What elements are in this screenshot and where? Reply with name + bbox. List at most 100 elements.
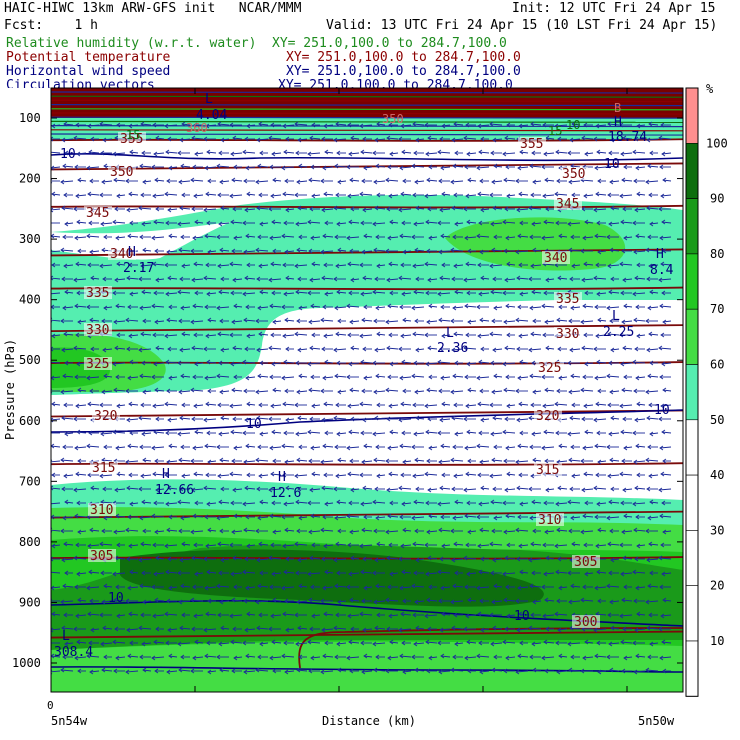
vector-arrow [633, 250, 646, 253]
vector-arrowhead [466, 151, 471, 157]
vector-arrowhead [258, 192, 263, 198]
vector-arrow [153, 572, 165, 575]
vector-arrowhead [153, 151, 158, 157]
vector-arrow [219, 459, 230, 462]
vector-arrow [191, 278, 204, 281]
vector-arrowhead [493, 444, 498, 450]
vector-arrowhead [647, 515, 652, 521]
vector-arrow [398, 628, 412, 631]
vector-arrow [402, 670, 412, 673]
vector-arrowhead [362, 417, 367, 423]
vector-arrow [402, 319, 412, 322]
vector-arrow [661, 641, 672, 644]
vector-arrow [441, 613, 451, 616]
vector-arrow [648, 474, 659, 477]
vector-arrow [594, 655, 607, 658]
vector-arrowhead [557, 627, 562, 633]
vector-arrow [647, 165, 659, 168]
vector-arrowhead [192, 655, 197, 661]
vector-arrowhead [415, 486, 420, 492]
vector-arrow [541, 446, 555, 449]
vector-arrow [439, 208, 451, 211]
vector-arrow [349, 599, 360, 602]
vector-arrow [373, 180, 386, 183]
vector-arrowhead [152, 193, 157, 199]
vector-arrow [205, 544, 217, 547]
vector-arrowhead [453, 402, 458, 408]
vector-arrowhead [216, 444, 221, 450]
vector-arrowhead [114, 135, 119, 141]
vector-arrowhead [596, 220, 601, 226]
vector-arrowhead [489, 331, 494, 337]
vector-arrow [658, 488, 672, 491]
vector-arrowhead [207, 459, 212, 465]
vector-arrowhead [634, 207, 639, 213]
vector-arrowhead [322, 443, 327, 449]
vector-arrow [583, 473, 594, 476]
vector-arrowhead [60, 667, 65, 673]
vector-arrowhead [321, 346, 326, 352]
vector-arrow [489, 474, 503, 477]
vector-arrowhead [518, 543, 523, 549]
vector-arrow [298, 165, 308, 168]
vector-arrowhead [662, 668, 667, 674]
vector-arrowhead [138, 486, 143, 492]
vector-arrowhead [608, 641, 613, 647]
vector-arrowhead [246, 123, 251, 129]
vector-arrow [220, 138, 230, 141]
vector-arrowhead [437, 569, 442, 575]
vector-arrowhead [115, 303, 120, 309]
vector-arrow [636, 544, 646, 547]
vector-arrow [126, 628, 139, 631]
vector-arrowhead [622, 555, 627, 561]
top-band-label: B [614, 101, 621, 115]
vector-arrowhead [270, 332, 275, 338]
vector-arrow [662, 530, 672, 533]
vector-arrow [51, 628, 61, 631]
vector-arrowhead [660, 261, 665, 267]
vector-arrowhead [450, 247, 455, 253]
vector-arrow [361, 319, 373, 322]
vector-arrow [86, 655, 100, 658]
vector-arrow [115, 236, 126, 239]
vector-arrowhead [597, 388, 602, 394]
theta-label: 305 [90, 549, 113, 564]
vector-arrow [634, 418, 646, 421]
vector-arrowhead [336, 360, 341, 366]
vector-arrowhead [658, 277, 663, 283]
vector-arrowhead [492, 557, 497, 563]
vector-arrowhead [505, 303, 510, 309]
theta-label: 355 [120, 132, 143, 147]
vector-arrowhead [619, 471, 624, 477]
vector-arrowhead [466, 290, 471, 296]
vector-arrowhead [437, 359, 442, 365]
vector-arrowhead [103, 654, 108, 660]
vector-arrow [296, 600, 308, 603]
vector-arrowhead [207, 669, 212, 675]
vector-arrowhead [515, 178, 520, 184]
vector-arrow [230, 362, 243, 365]
vector-arrowhead [245, 443, 250, 449]
vector-arrowhead [424, 613, 429, 619]
vector-arrow [259, 501, 269, 504]
vector-arrowhead [64, 570, 69, 576]
vector-arrow [231, 530, 243, 533]
vector-arrowhead [440, 653, 445, 659]
vector-arrowhead [217, 263, 222, 269]
vector-arrowhead [584, 290, 589, 296]
colorbar-tick-label: 90 [710, 192, 724, 206]
vector-arrow [399, 235, 412, 238]
vector-arrowhead [476, 514, 481, 520]
vector-arrowhead [269, 655, 274, 661]
vector-arrowhead [645, 179, 650, 185]
vector-arrow [164, 544, 178, 547]
vector-arrow [659, 446, 672, 449]
vector-arrow [333, 558, 347, 561]
vector-arrow [155, 347, 165, 350]
vector-arrowhead [323, 262, 328, 268]
vector-arrow [636, 334, 646, 337]
vector-arrowhead [412, 121, 417, 127]
vector-arrowhead [645, 599, 650, 605]
vector-arrowhead [283, 359, 288, 365]
vector-arrowhead [386, 135, 391, 141]
